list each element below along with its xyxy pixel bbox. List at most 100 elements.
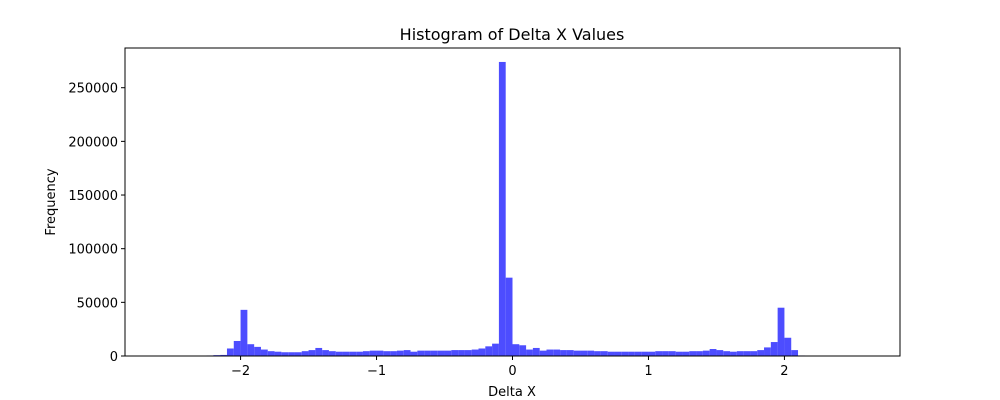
histogram-bar (539, 350, 547, 356)
histogram-bar (233, 340, 241, 356)
histogram-bar (614, 351, 622, 356)
histogram-bar (308, 350, 316, 356)
histogram-bar (485, 346, 493, 356)
histogram-bar (498, 61, 506, 356)
histogram-bar (220, 354, 227, 356)
histogram-bar (594, 351, 601, 356)
histogram-bar (600, 351, 608, 356)
histogram-bar (471, 349, 479, 356)
histogram-bar (573, 350, 581, 356)
y-axis-ticks: 0 50000 100000 150000 200000 250000 (68, 82, 125, 365)
histogram-bar (437, 350, 445, 356)
histogram-bar (560, 350, 567, 356)
histogram-bar (451, 350, 459, 356)
histogram-bar (512, 344, 520, 356)
y-tick-label: 200000 (68, 135, 118, 150)
histogram-bar (784, 337, 792, 356)
x-tick-label: −2 (231, 364, 250, 379)
y-tick-label: 0 (110, 350, 118, 365)
histogram-bar (335, 351, 343, 356)
histogram-bar (702, 350, 710, 356)
x-tick-label: 2 (780, 364, 788, 379)
bars-group (206, 61, 805, 356)
histogram-bar (424, 350, 431, 356)
x-tick-label: −1 (367, 364, 386, 379)
histogram-bar (641, 351, 649, 356)
y-tick-label: 150000 (68, 189, 118, 204)
histogram-bar (315, 347, 323, 356)
histogram-bar (369, 350, 377, 356)
histogram-bar (634, 351, 642, 356)
histogram-bar (757, 350, 765, 356)
histogram-bar (655, 351, 663, 356)
x-axis-ticks: −2 −1 0 1 2 (231, 356, 789, 379)
histogram-bar (675, 351, 683, 356)
histogram-bar (342, 351, 350, 356)
histogram-bar (743, 351, 751, 356)
histogram-bar (546, 349, 554, 356)
histogram-bar (777, 307, 785, 356)
x-tick-label: 1 (644, 364, 652, 379)
histogram-bar (254, 346, 261, 356)
y-tick-label: 50000 (77, 296, 118, 311)
histogram-bar (736, 351, 744, 356)
histogram-bar (750, 351, 758, 356)
histogram-bar (396, 350, 404, 356)
histogram-bar (553, 349, 561, 356)
histogram-bar (723, 351, 731, 356)
histogram-bar (430, 350, 438, 356)
histogram-bar (587, 350, 595, 356)
histogram-bar (730, 351, 737, 356)
histogram-bar (247, 344, 255, 356)
histogram-bar (301, 351, 309, 356)
histogram-bar (383, 351, 391, 356)
histogram-bar (226, 348, 234, 356)
histogram-bar (689, 351, 697, 356)
histogram-bar (580, 350, 588, 356)
histogram-bar (281, 352, 289, 356)
histogram-bar (376, 350, 384, 356)
histogram-bar (716, 350, 724, 356)
histogram-bar (328, 351, 336, 356)
histogram-bar (403, 350, 411, 356)
chart-title: Histogram of Delta X Values (400, 25, 625, 44)
y-axis-label: Frequency (44, 168, 59, 235)
histogram-bar (566, 350, 574, 356)
histogram-bar (410, 351, 418, 356)
histogram-bar (628, 351, 635, 356)
histogram-bar (464, 350, 472, 356)
histogram-bar (621, 351, 629, 356)
histogram-bar (648, 351, 656, 356)
histogram-bar (682, 351, 690, 356)
histogram-bar (260, 349, 268, 356)
histogram-bar (526, 349, 533, 356)
histogram-bar (458, 350, 465, 356)
histogram-bar (267, 351, 275, 356)
histogram-bar (478, 348, 486, 356)
histogram-bar (444, 350, 452, 356)
histogram-bar (696, 351, 703, 356)
histogram-bar (505, 277, 513, 356)
histogram-bar (362, 351, 370, 356)
histogram-bar (390, 351, 397, 356)
histogram-bar (274, 351, 282, 356)
histogram-bar (607, 351, 615, 356)
y-tick-label: 250000 (68, 82, 118, 97)
x-axis-label: Delta X (488, 385, 536, 400)
histogram-bar (294, 352, 302, 356)
histogram-bar (240, 309, 248, 356)
histogram-bar (519, 345, 527, 356)
histogram-bar (349, 351, 357, 356)
y-tick-label: 100000 (68, 243, 118, 258)
histogram-bar (709, 349, 717, 356)
histogram-bar (770, 342, 778, 356)
histogram-bar (764, 347, 771, 356)
histogram-bar (288, 352, 295, 356)
x-tick-label: 0 (508, 364, 516, 379)
histogram-bar (532, 347, 540, 356)
histogram-bar (492, 343, 499, 356)
histogram-bar (322, 350, 329, 356)
histogram-bar (417, 350, 425, 356)
histogram-bar (356, 351, 363, 356)
